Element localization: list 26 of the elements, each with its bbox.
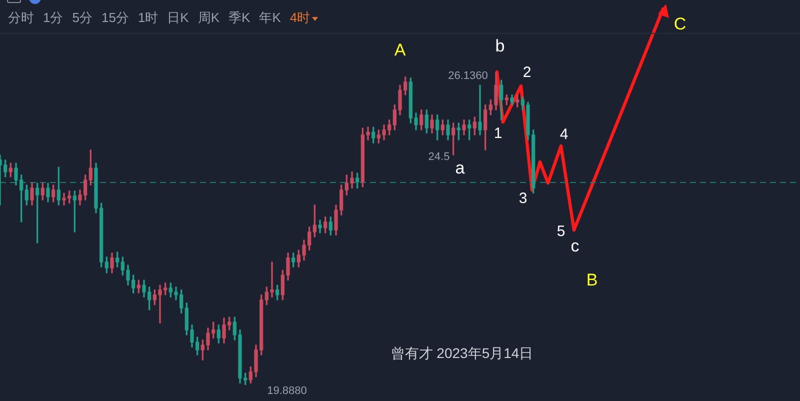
text: 日K [167, 9, 189, 27]
text: 年K [259, 9, 281, 27]
text: 1时 [138, 9, 158, 27]
text: 分时 [8, 9, 34, 27]
text: b [495, 36, 505, 56]
annotation: 2 [522, 64, 532, 82]
annotation: B [586, 270, 598, 290]
text: A [394, 40, 406, 60]
annotation: 19.8880 [267, 385, 307, 398]
annotation: 3 [518, 190, 528, 208]
annotation: 24.5 [428, 151, 450, 164]
annotation: c [570, 236, 580, 256]
annotation: 1 [494, 125, 502, 142]
text: 4时 [290, 9, 312, 27]
annotation: 26.1360 [448, 70, 488, 82]
text: 1分 [43, 9, 64, 27]
text: 周K [198, 9, 220, 27]
text: C [674, 14, 686, 34]
annotation: 5 [556, 223, 566, 240]
text: 15分 [101, 9, 129, 27]
annotation: 曾有才 2023年5月14日 [390, 344, 534, 361]
text: 季K [228, 9, 250, 27]
annotation: a [455, 158, 466, 178]
candlestick [478, 84, 482, 136]
text: 5分 [72, 9, 92, 27]
annotation: 4 [560, 126, 568, 144]
